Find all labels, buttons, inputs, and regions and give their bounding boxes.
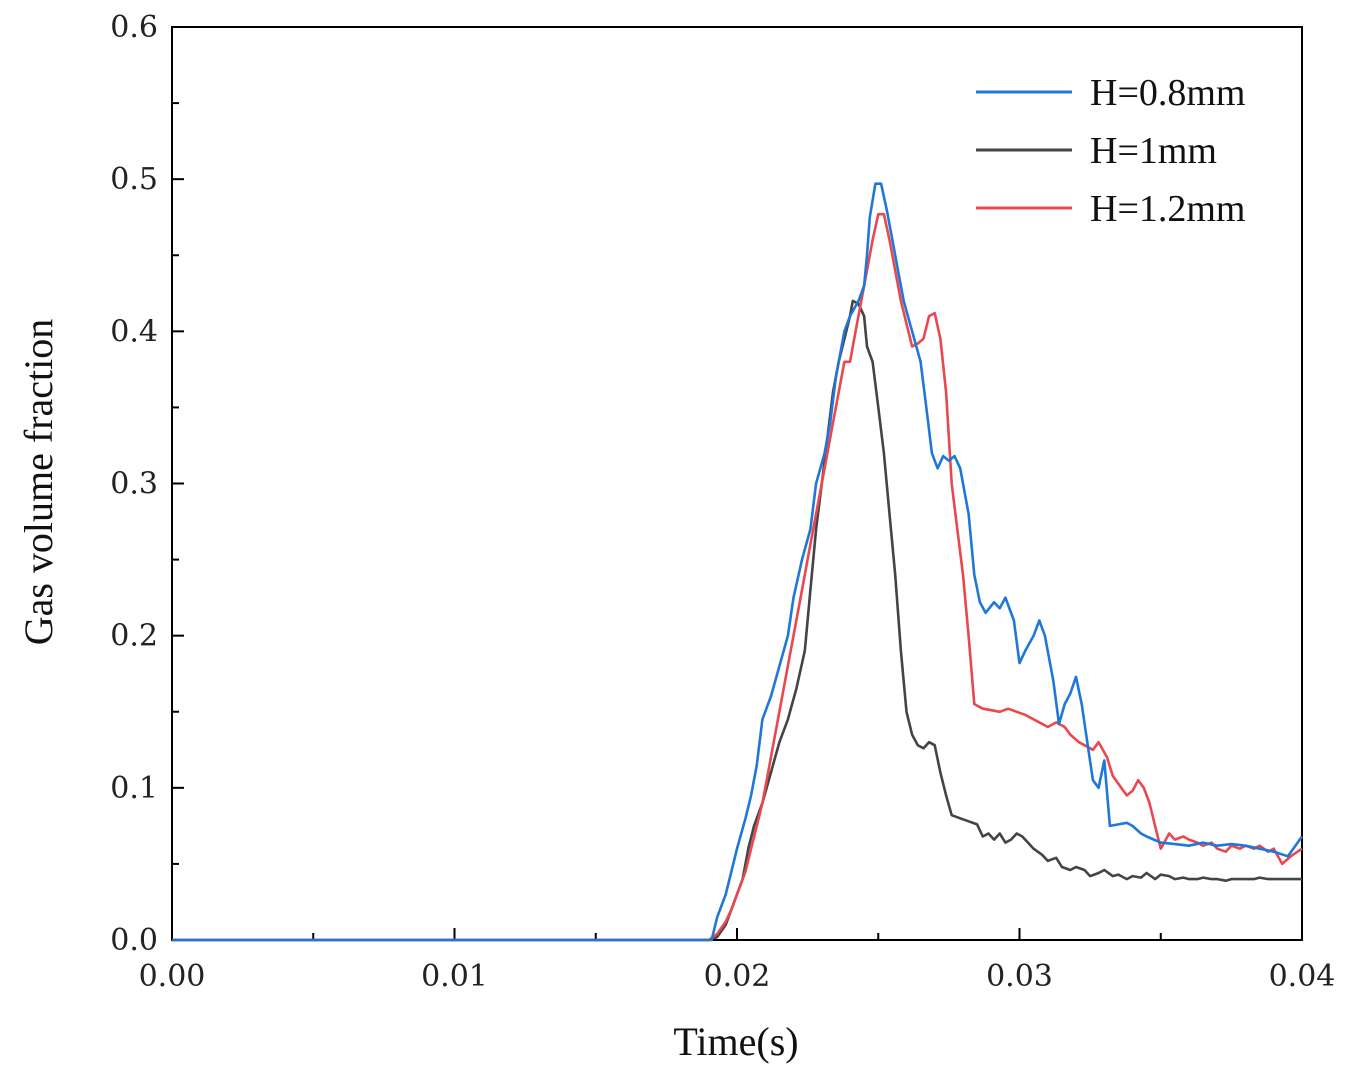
legend-label: H=1mm [1090,130,1217,172]
x-axis-title: Time(s) [673,1019,798,1064]
axis-ticks: 0.00 0.01 0.02 0.03 0.04 0.0 0.1 0.2 0.3 0.4 0.5 0.… [110,10,1335,994]
y-tick-label: 0.4 [110,314,158,349]
series-line-h-0-8mm [172,182,1304,942]
y-tick-label: 0.3 [110,467,158,502]
legend-label: H=0.8mm [1090,72,1246,114]
y-tick-label: 0.2 [110,619,158,654]
series-line-h-1mm [172,299,1302,942]
series-lines [172,182,1304,942]
legend: H=0.8mm H=1mm H=1.2mm [976,72,1246,230]
y-tick-label: 0.6 [110,10,158,45]
x-tick-label: 0.04 [1269,959,1336,994]
x-tick-label: 0.01 [421,959,488,994]
x-tick-label: 0.03 [986,959,1053,994]
y-tick-label: 0.1 [110,771,158,806]
x-tick-label: 0.00 [139,959,206,994]
y-tick-label: 0.5 [110,162,158,197]
series-line-h-1-2mm [172,212,1303,942]
y-tick-label: 0.0 [110,923,158,958]
y-axis-title: Gas volume fraction [16,319,61,646]
legend-label: H=1.2mm [1090,188,1246,230]
x-tick-label: 0.02 [704,959,771,994]
